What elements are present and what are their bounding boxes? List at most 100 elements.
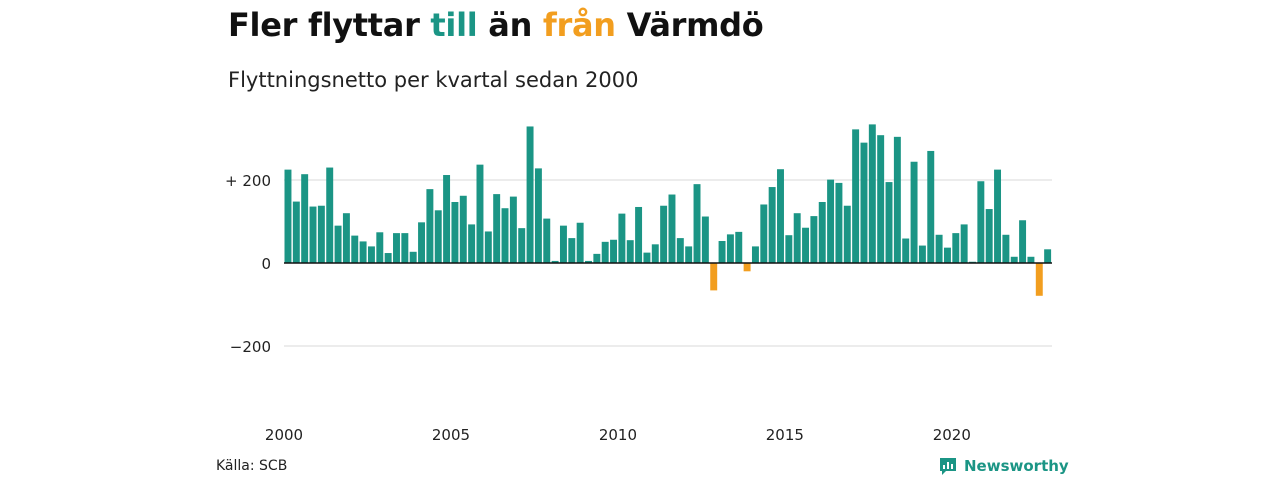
bar-positive [501,208,509,263]
chart-title: Fler flyttar till än från Värmdö [228,6,764,44]
bar-positive [576,222,584,263]
bar-positive [476,164,484,263]
bar-positive [893,136,901,263]
bar-positive [910,161,918,263]
bar-negative [743,263,751,272]
bar-positive [685,246,693,263]
bar-positive [802,227,810,263]
y-tick-label: −200 [230,338,271,356]
bar-positive [852,129,860,263]
bar-positive [618,213,626,263]
bar-positive [1019,220,1027,263]
bar-positive [568,238,576,263]
bar-positive [351,235,359,263]
bar-positive [484,231,492,263]
bar-positive [902,238,910,263]
bar-positive [559,225,567,263]
bar-positive [693,184,701,263]
x-tick-label: 2020 [933,426,971,444]
x-tick-label: 2000 [265,426,303,444]
bar-positive [434,210,442,263]
bar-positive [418,222,426,263]
bar-positive [334,225,342,263]
x-tick-label: 2015 [766,426,804,444]
bar-positive [877,135,885,263]
bar-positive [960,224,968,263]
bar-positive [534,168,542,263]
bar-positive [493,194,501,263]
bar-positive [1010,256,1018,263]
bar-positive [518,228,526,263]
bar-positive [827,179,835,263]
bar-positive [551,260,559,263]
bar-positive [760,204,768,263]
title-negative-word: från [542,6,616,44]
y-tick-label: 0 [261,255,271,273]
bar-positive [643,252,651,263]
bar-negative [1035,263,1043,296]
brand-name: Newsworthy [964,457,1069,475]
y-tick-label: + 200 [225,172,271,190]
chart-subtitle: Flyttningsnetto per kvartal sedan 2000 [228,68,639,92]
bar-positive [777,169,784,263]
bar-positive [393,233,400,263]
bar-positive [376,232,384,263]
bar-positive [668,194,676,263]
bar-positive [1044,249,1052,263]
bar-positive [793,213,801,263]
bar-positive [359,241,367,263]
bar-negative [710,263,718,291]
bar-positive [701,216,709,263]
bar-positive [952,233,960,263]
bar-positive [601,241,609,263]
bar-positive [751,246,759,263]
bar-positive [927,150,935,263]
bar-positive [468,224,476,263]
bar-positive [943,247,951,263]
bar-positive [994,169,1002,263]
bar-positive [768,187,776,263]
bar-positive [843,205,851,263]
bar-positive [585,260,592,263]
bar-positive [309,206,317,263]
bar-positive [726,234,734,263]
bar-positive [459,195,467,263]
bar-positive [1027,256,1035,263]
bar-positive [384,253,392,263]
title-positive-word: till [430,6,478,44]
bar-positive [526,126,534,263]
bar-positive [835,182,843,263]
newsworthy-logo-icon [940,458,956,475]
bar-positive [593,253,601,263]
x-tick-label: 2005 [432,426,470,444]
bar-positive [401,233,409,263]
bar-positive [342,213,350,263]
x-tick-label: 2010 [599,426,637,444]
bar-positive [918,245,926,263]
bar-positive [367,246,375,263]
bar-positive [543,218,551,263]
source-note: Källa: SCB [216,458,288,474]
bar-positive [1002,234,1010,263]
bar-positive [810,216,818,263]
bar-positive [509,196,517,263]
bar-positive [635,206,643,263]
bar-positive [977,181,985,263]
bar-positive [676,238,684,263]
bar-positive [301,174,309,263]
bar-positive [292,201,300,263]
bar-positive [660,205,668,263]
bar-positive [885,182,893,263]
bar-positive [610,239,618,263]
bar-positive [718,241,726,263]
bar-positive [985,209,993,263]
title-part-3: Värmdö [615,6,764,44]
bar-positive [326,167,334,263]
bar-positive [860,142,868,263]
title-part-2: än [477,6,543,44]
bar-positive [317,205,325,263]
bar-positive [651,244,659,263]
bar-positive [935,234,943,263]
bar-positive [451,201,459,263]
